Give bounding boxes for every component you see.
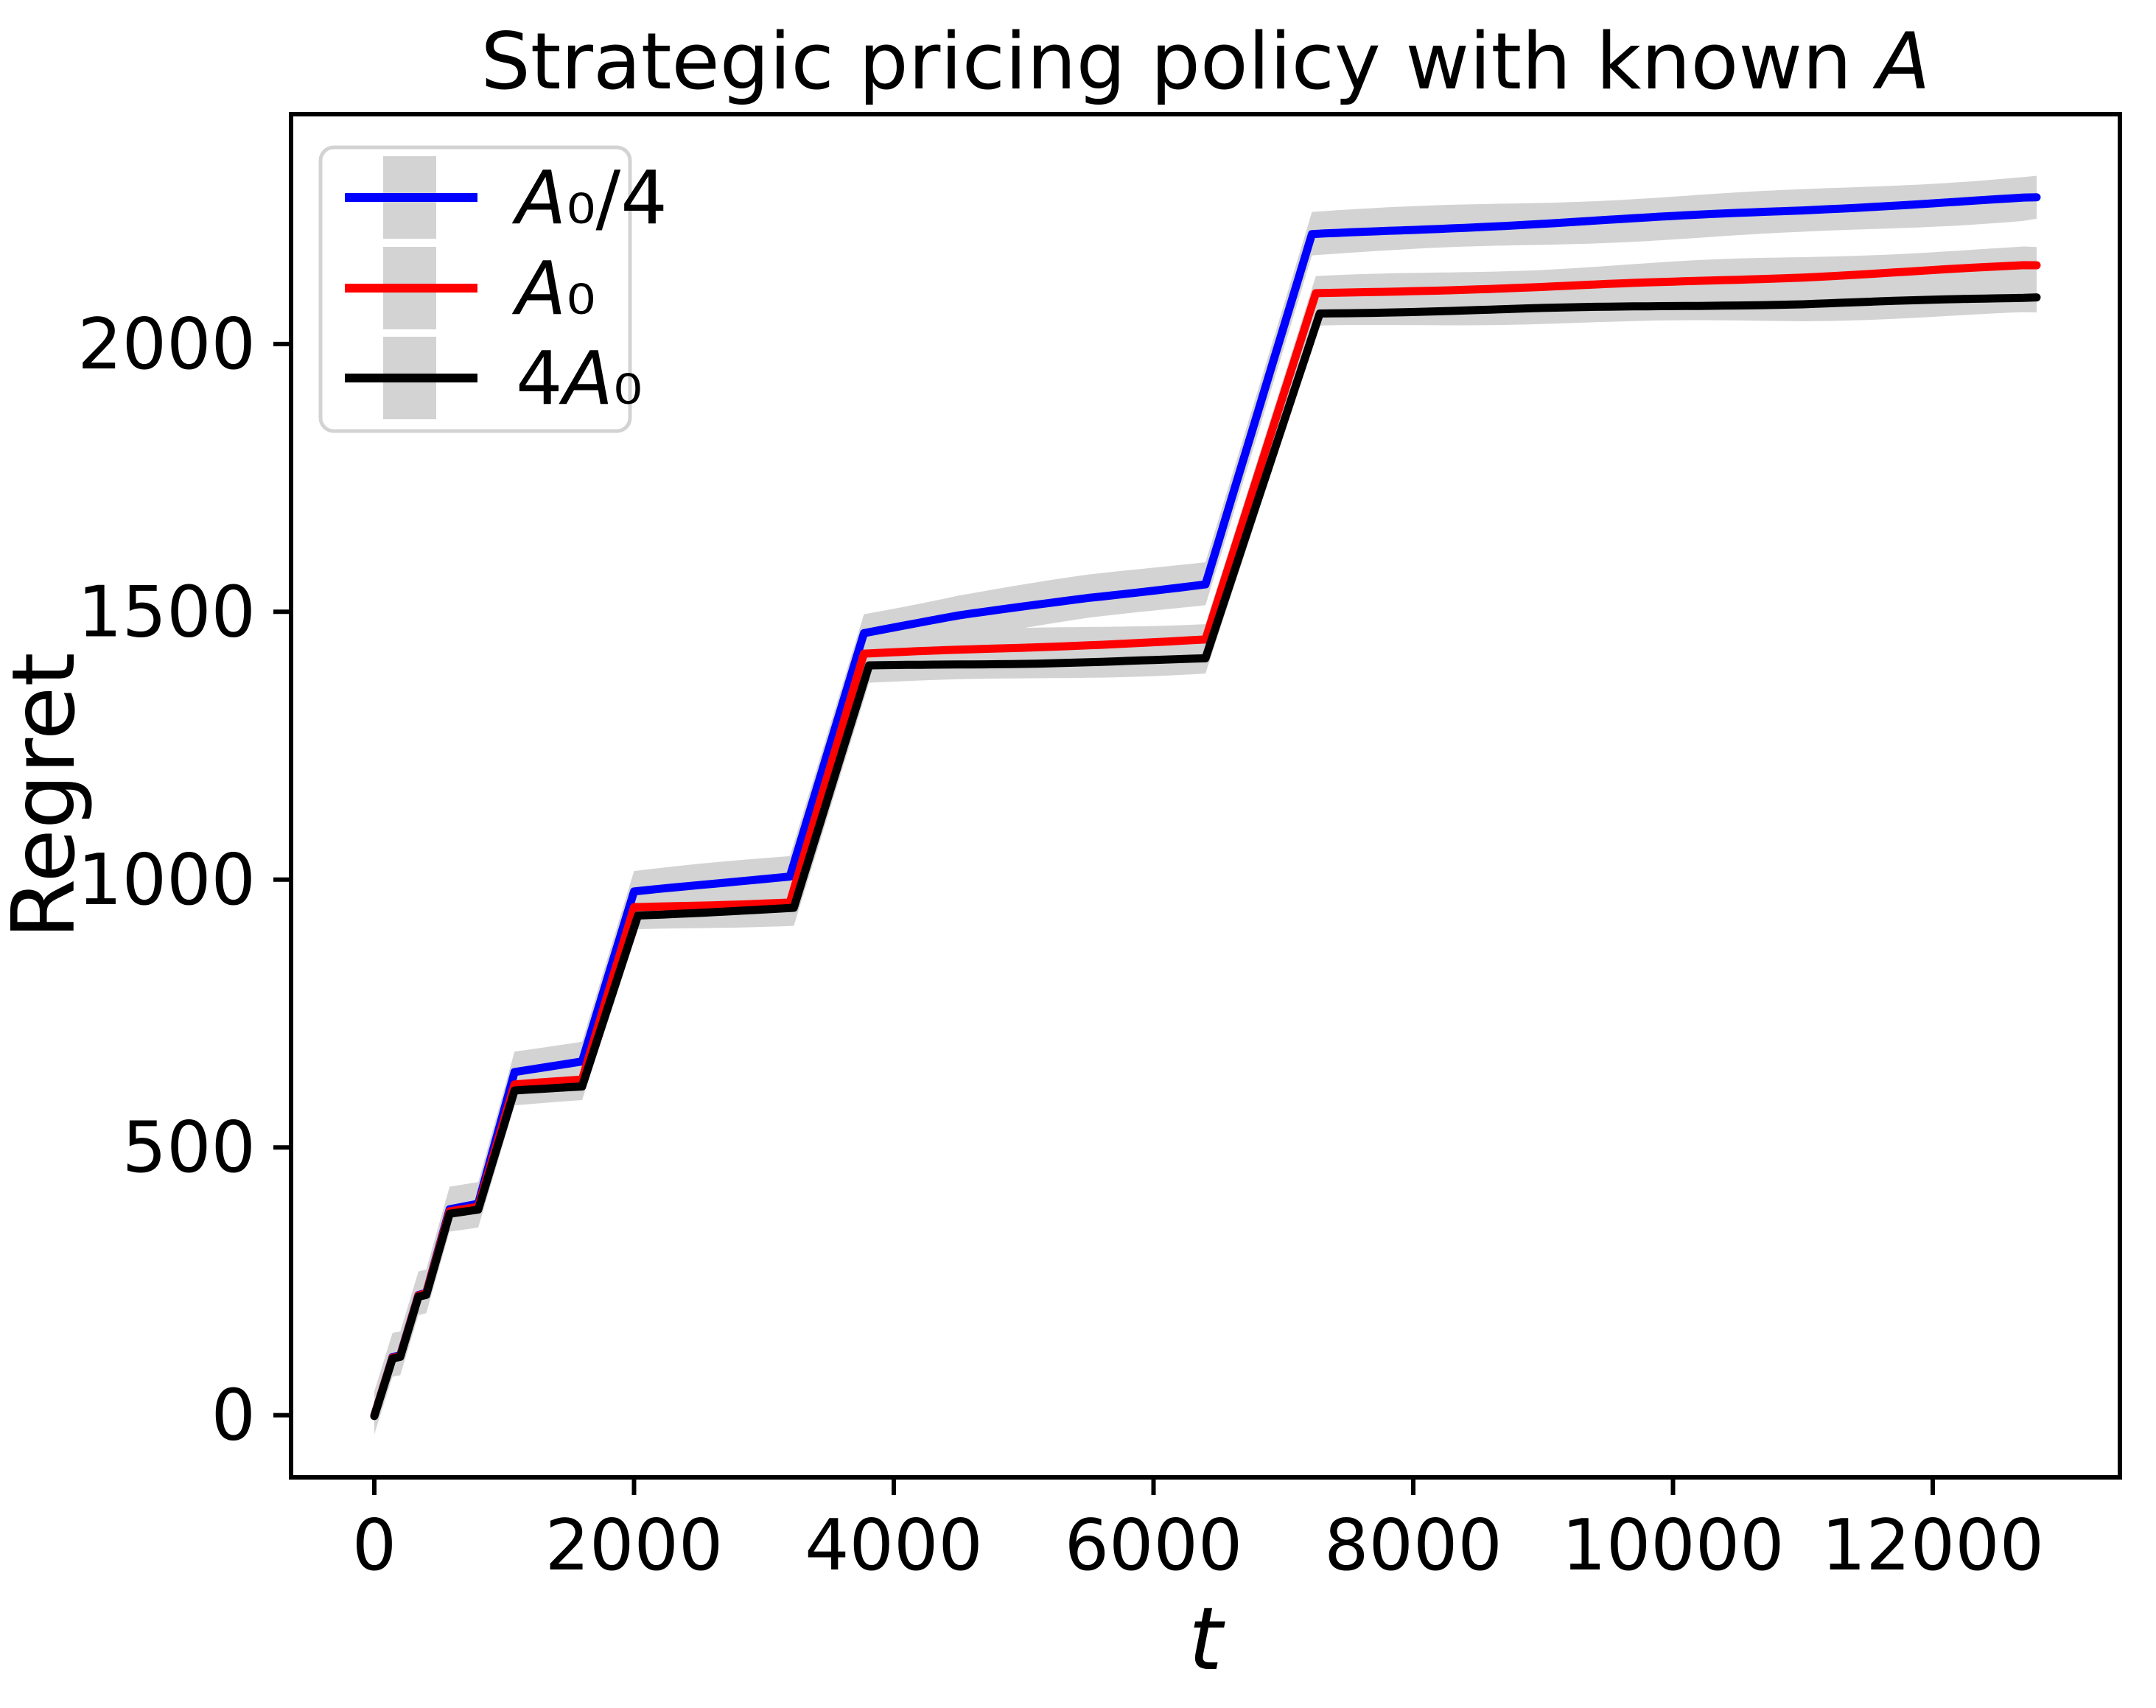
series-line-a0	[370, 261, 2041, 1420]
legend-item-a04: A₀/4	[345, 155, 668, 241]
x-tick-label: 0	[352, 1505, 396, 1586]
confidence-band-4a0	[374, 281, 2037, 1430]
legend-item-label: A₀	[511, 245, 596, 332]
y-tick-label: 500	[122, 1107, 256, 1189]
x-axis-label: t	[1189, 1588, 1225, 1690]
x-tick-label: 8000	[1324, 1505, 1502, 1586]
ticks-layer: 0 2000 4000 6000 8000 10000 12000 0 500 1000 1500 2…	[77, 304, 2044, 1586]
x-tick-label: 12000	[1821, 1505, 2044, 1586]
axes-layer	[289, 112, 2122, 1480]
y-axis-label: Regret	[0, 653, 94, 939]
axes-spines	[289, 112, 2122, 1480]
x-tick-label: 4000	[805, 1505, 983, 1586]
legend-item-a0: A₀	[345, 245, 596, 332]
x-tick-label: 6000	[1065, 1505, 1243, 1586]
legend-item-label: A₀/4	[511, 155, 668, 241]
legend-item-4a0: 4A₀	[345, 335, 643, 421]
y-tick-label: 1000	[77, 840, 256, 921]
chart-title: Strategic pricing policy with known A	[481, 16, 1931, 107]
x-tick-label: 10000	[1561, 1505, 1784, 1586]
series-lines-layer	[370, 193, 2041, 1421]
legend-item-label: 4A₀	[516, 335, 643, 421]
y-tick-label: 2000	[77, 304, 256, 385]
y-tick-label: 1500	[77, 572, 256, 653]
series-line-a04	[370, 193, 2041, 1420]
y-tick-label: 0	[211, 1376, 256, 1457]
series-line-4a0	[370, 293, 2041, 1421]
x-tick-label: 2000	[545, 1505, 724, 1586]
